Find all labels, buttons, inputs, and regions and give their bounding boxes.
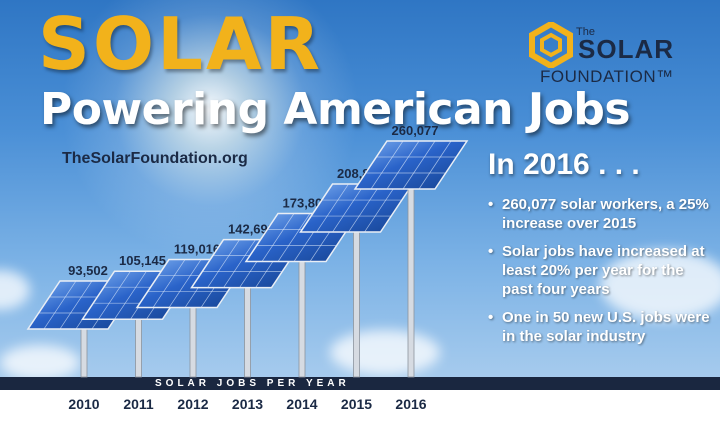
subtitle: Powering American Jobs (40, 84, 631, 135)
info-heading: In 2016 . . . (488, 148, 640, 181)
value-label: 260,077 (392, 123, 439, 138)
panel-pole (353, 207, 360, 378)
panel-cell-line (168, 259, 202, 308)
category-label: 2016 (395, 396, 426, 412)
panel-cell-line (418, 140, 452, 190)
info-bullet: One in 50 new U.S. jobs were in the sola… (488, 308, 710, 346)
panel-cell-line (207, 239, 240, 288)
solar-panel-bar: 260,077 (353, 123, 469, 378)
category-label: 2015 (341, 396, 372, 412)
category-label: 2013 (232, 396, 263, 412)
category-label: 2014 (286, 396, 317, 412)
cloud (330, 330, 440, 375)
panel-cell-line (332, 183, 365, 233)
solar-foundation-logo: The SOLAR FOUNDATION™ (528, 22, 688, 92)
panel-surface (353, 140, 469, 190)
value-label: 142,698 (228, 222, 275, 237)
logo-foundation-text: FOUNDATION™ (540, 67, 674, 86)
axis-band (0, 377, 720, 390)
x-axis-label: SOLAR JOBS PER YEAR (155, 378, 350, 389)
hexagon-logo-icon (529, 22, 573, 68)
category-label: 2010 (68, 396, 99, 412)
title: SOLAR (38, 2, 324, 86)
panel-cell-line (370, 140, 404, 190)
panel-cell-line (59, 280, 93, 330)
value-label: 119,016 (174, 242, 220, 257)
panel-cell-line (223, 239, 256, 288)
panel-cell-line (98, 271, 131, 320)
panel-cell-line (277, 213, 311, 262)
panel-cell-line (261, 213, 295, 262)
panel-cell-line (43, 280, 77, 330)
cloud (0, 345, 80, 380)
logo-solar-text: SOLAR (578, 34, 674, 64)
panel-cell-line (114, 271, 147, 320)
panel-pole (407, 164, 415, 378)
value-label: 105,145 (119, 253, 166, 268)
website-link[interactable]: TheSolarFoundation.org (62, 150, 248, 167)
value-label: 93,502 (68, 263, 108, 278)
panel-cell-line (364, 183, 397, 233)
info-bullet-list: 260,077 solar workers, a 25% increase ov… (488, 195, 710, 355)
panel-cell-line (316, 183, 349, 233)
category-label: 2011 (123, 396, 154, 412)
panel-cell-line (348, 183, 381, 233)
panel-cell-line (386, 140, 420, 190)
panel-surface (299, 183, 414, 233)
panel-cell-line (152, 259, 186, 308)
logo-the-text: The (576, 26, 595, 38)
info-bullet: Solar jobs have increased at least 20% p… (488, 242, 710, 299)
category-label: 2012 (177, 396, 208, 412)
year-strip (0, 390, 720, 429)
panel-cell-line (402, 140, 436, 190)
info-bullet: 260,077 solar workers, a 25% increase ov… (488, 195, 710, 233)
